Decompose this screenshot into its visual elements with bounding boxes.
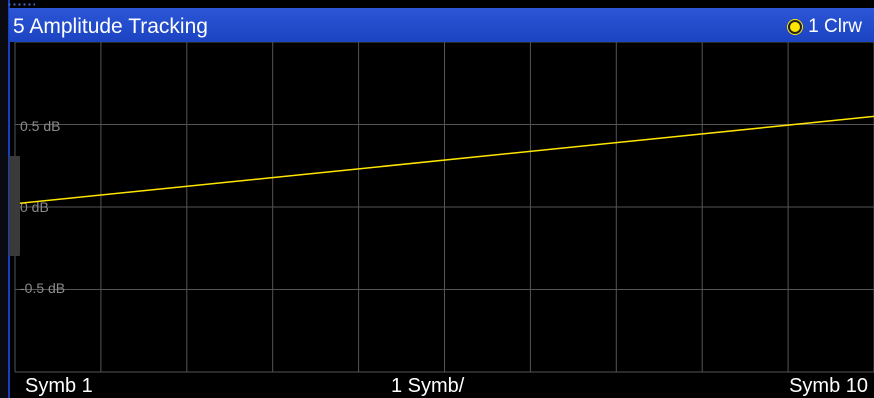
trace-label: 1 Clrw — [808, 16, 862, 37]
y-tick-label: 0.5 dB — [20, 118, 60, 134]
window-title-bar[interactable]: 5 Amplitude Tracking 1 Clrw — [9, 8, 874, 42]
trace-lines — [14, 115, 874, 205]
trace-indicator[interactable]: 1 Clrw — [788, 16, 862, 38]
trace-line-1-clrw — [14, 115, 874, 205]
window-resize-handle[interactable] — [9, 156, 20, 256]
y-tick-label: -0.5 dB — [20, 280, 65, 296]
x-center-label: 1 Symb/ — [391, 375, 465, 397]
y-tick-labels: 0.5 dB0 dB-0.5 dB — [20, 118, 65, 296]
x-axis-footer: Symb 1 1 Symb/ Symb 10 — [9, 374, 874, 398]
x-end-label: Symb 10 — [789, 375, 868, 397]
window-title: 5 Amplitude Tracking — [13, 15, 208, 38]
plot-grid — [14, 41, 874, 373]
window-grip-icon[interactable] — [7, 2, 35, 8]
window-left-border — [0, 0, 9, 398]
x-start-label: Symb 1 — [25, 375, 93, 397]
trace-dot-icon — [788, 20, 803, 34]
